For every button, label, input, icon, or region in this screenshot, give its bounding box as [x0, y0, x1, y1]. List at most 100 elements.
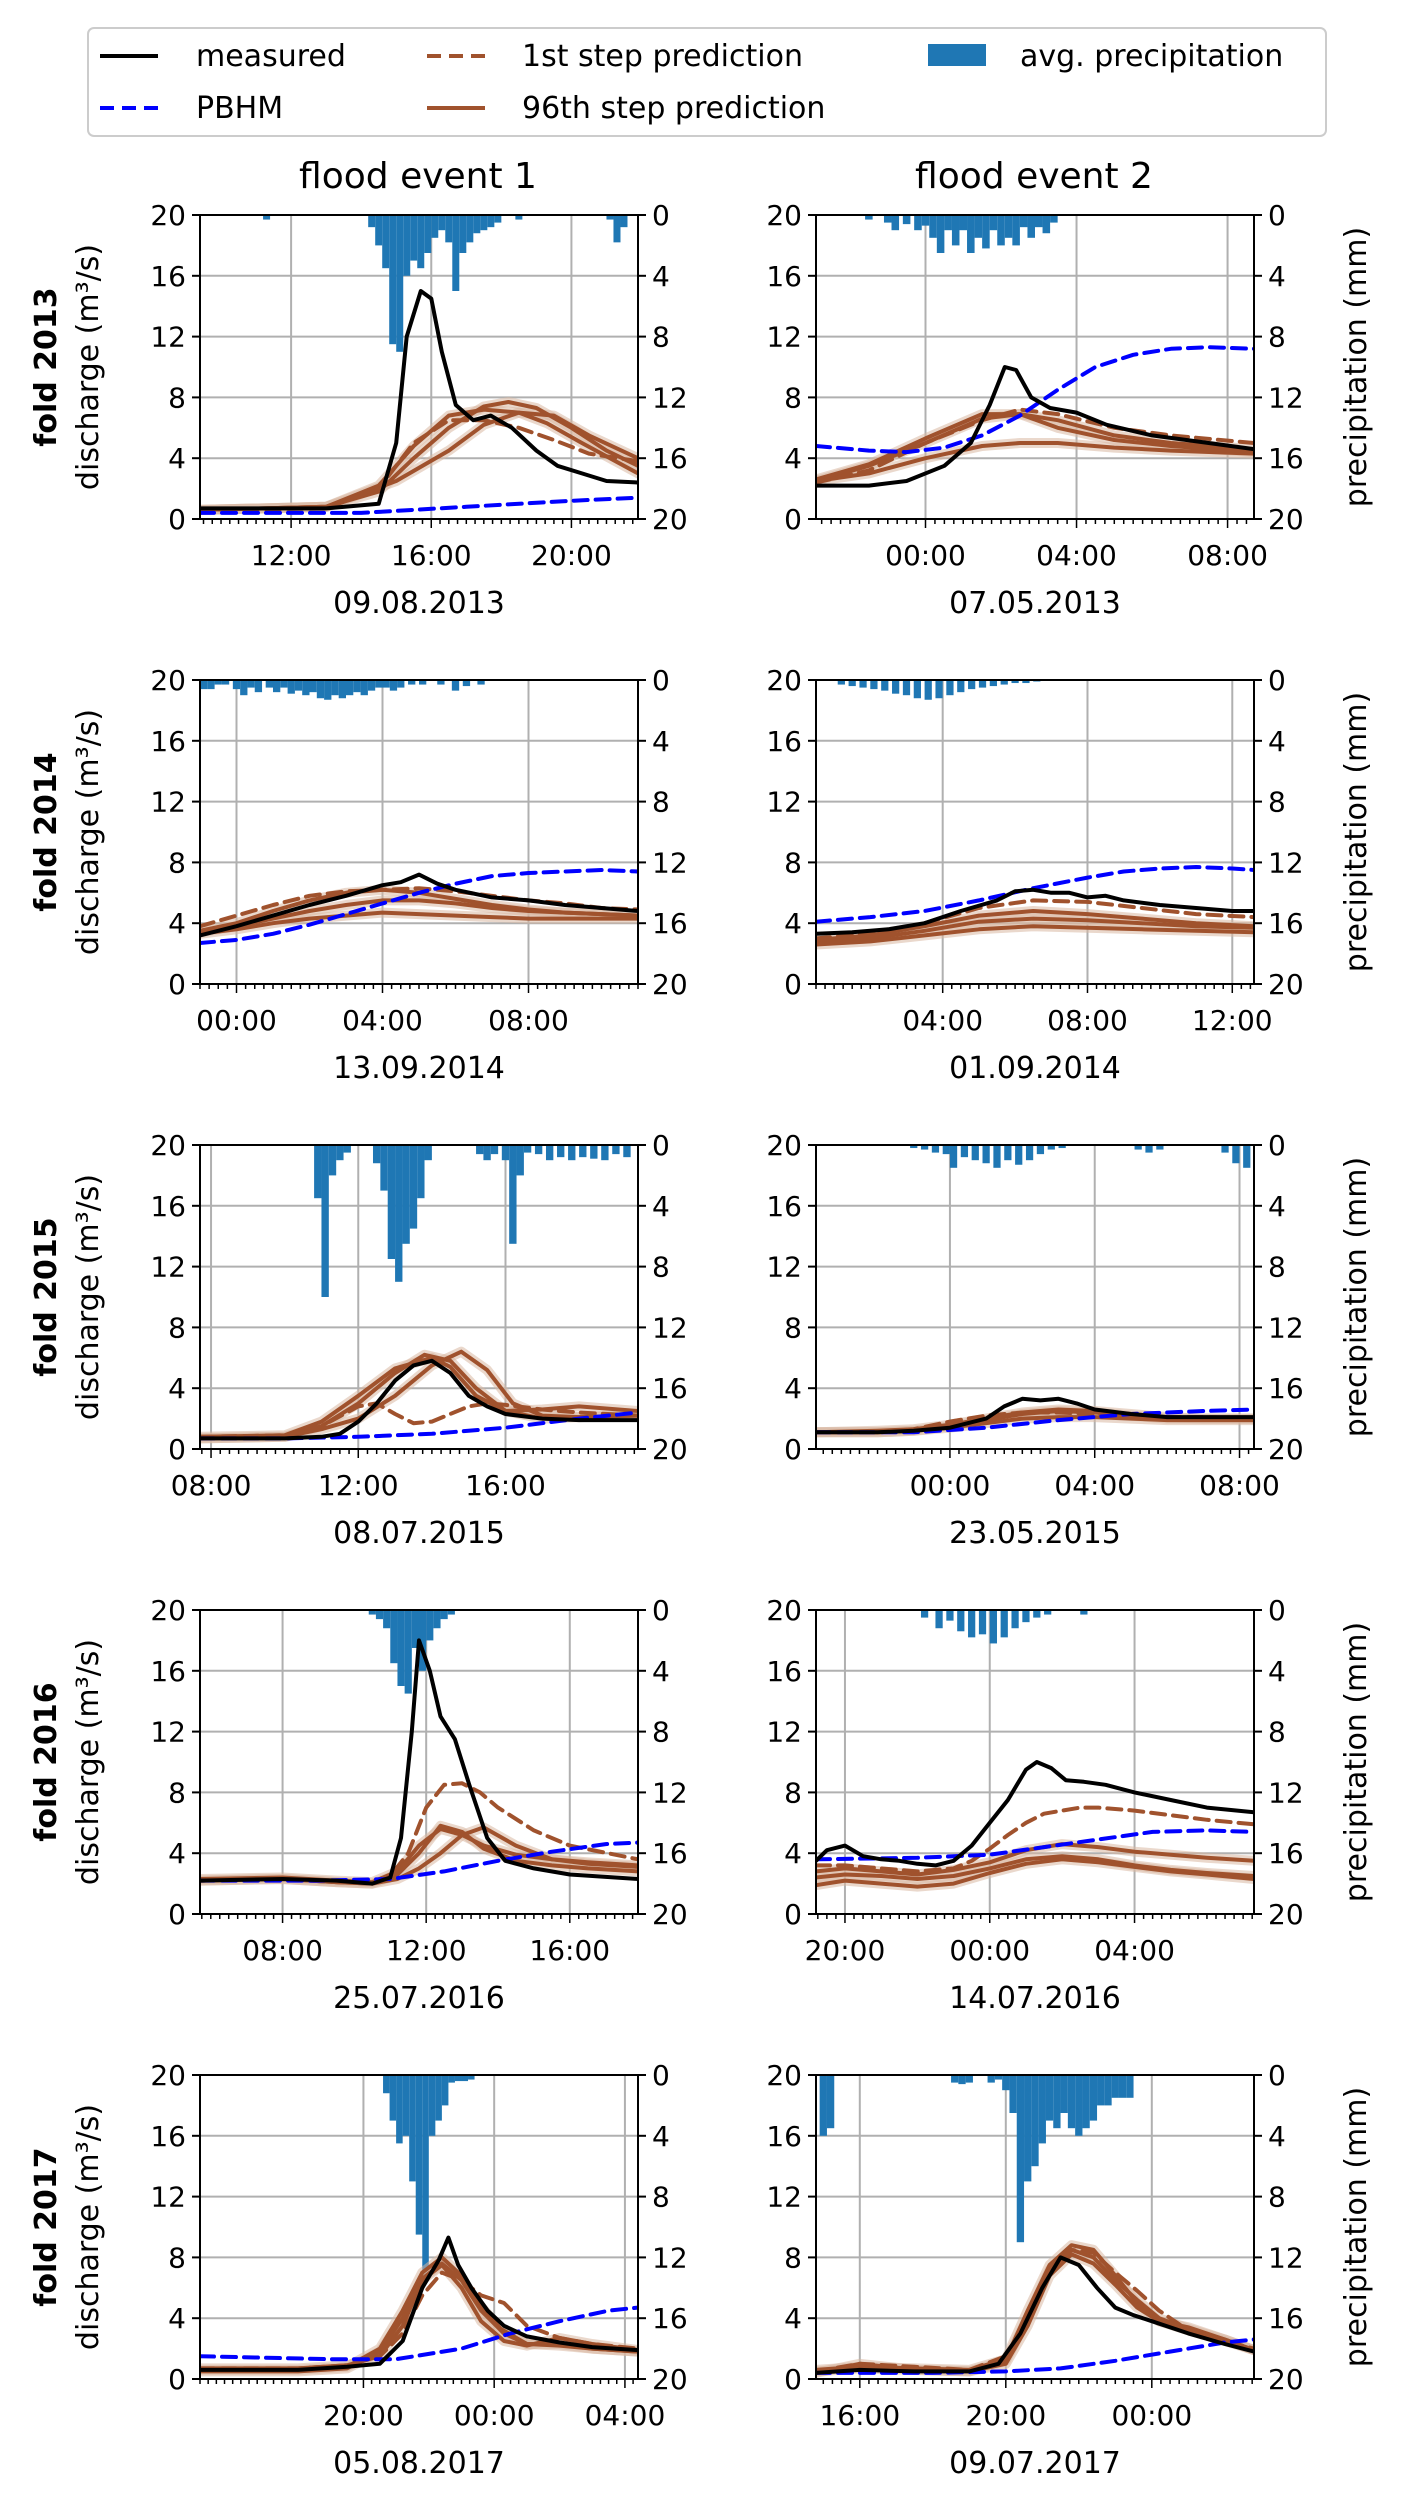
precip-bar [949, 1145, 958, 1168]
precip-bar [1134, 1145, 1142, 1150]
panel-r3-c2: 0 4 8 12 16 20 20 16 12 8 4 0 00:00 04:00 08:00 23.05.2… [766, 1129, 1303, 1551]
y-tick-label: 16 [766, 2120, 802, 2153]
precip-bar [466, 215, 474, 243]
y2-tick-label: 20 [1268, 503, 1304, 536]
y-tick-label: 20 [150, 2059, 186, 2092]
precip-bar [891, 215, 900, 231]
precip-bar [396, 2075, 403, 2144]
y2-tick-label: 20 [652, 503, 688, 536]
precip-bar [207, 680, 215, 690]
prediction-96th-step-line [816, 909, 1254, 942]
y-tick-label: 8 [784, 846, 802, 879]
y2-tick-label: 4 [1268, 725, 1286, 758]
panel-r2-c2: 0 4 8 12 16 20 20 16 12 8 4 0 04:00 08:00 12:00 01.09.2… [766, 664, 1303, 1086]
precip-bar [1022, 1610, 1030, 1623]
precip-bar [1031, 2075, 1039, 2167]
precipitation-axis-label: precipitation (mm) [1339, 692, 1374, 972]
precip-bar [360, 680, 368, 696]
precip-bar [346, 680, 354, 696]
precip-bar [935, 1610, 943, 1629]
precip-bar [1033, 1610, 1041, 1618]
y-tick-label: 8 [168, 1311, 186, 1344]
legend-frame [87, 27, 1327, 137]
y-tick-label: 16 [766, 1655, 802, 1688]
precip-bar [314, 1145, 322, 1199]
axes-frame [199, 679, 639, 985]
precip-bar [974, 215, 983, 238]
x-tick-label: 08:00 [242, 1934, 323, 1967]
precip-bar [389, 215, 397, 345]
precip-bar [395, 1145, 403, 1282]
precip-bar [232, 680, 241, 690]
panel-r4-c1: 0 4 8 12 16 20 20 16 12 8 4 0 08:00 12:00 16:00 25.07.2… [150, 1594, 687, 2016]
y2-tick-label: 12 [652, 1311, 688, 1344]
precip-bar [454, 2075, 462, 2082]
y2-tick-label: 16 [1268, 1837, 1304, 1870]
precip-bar [1058, 1145, 1066, 1149]
panel-r5-c1: 0 4 8 12 16 20 20 16 12 8 4 0 20:00 00:00 04:00 05.08.2… [150, 2059, 687, 2481]
x-tick-label: 00:00 [454, 2399, 535, 2432]
precip-bar [287, 680, 295, 694]
measured-line [200, 1358, 638, 1441]
y2-tick-label: 20 [1268, 1898, 1304, 1931]
precip-bar [579, 1145, 587, 1158]
precip-bar [409, 1145, 418, 1229]
y-tick-label: 12 [150, 786, 186, 819]
row-label-4: fold 2016 discharge (m³/s) precipitation… [29, 1622, 1374, 1902]
precip-bar [968, 1610, 976, 1638]
precip-bar [448, 2075, 455, 2083]
y2-tick-label: 8 [1268, 2181, 1286, 2214]
y-tick-label: 0 [168, 1898, 186, 1931]
x-tick-label: 00:00 [885, 539, 966, 572]
precip-bar [951, 2075, 959, 2083]
precip-bar [1011, 1610, 1019, 1629]
y2-tick-label: 4 [652, 1190, 670, 1223]
precipitation-axis-label: precipitation (mm) [1339, 1622, 1374, 1902]
precip-bar [946, 680, 954, 696]
y2-tick-label: 16 [1268, 2302, 1304, 2335]
x-tick-label: 08:00 [1047, 1004, 1128, 1037]
precip-bar [280, 680, 288, 688]
y-tick-label: 4 [168, 907, 186, 940]
measured-line [816, 1760, 1254, 1868]
legend-label-1st-step: 1st step prediction [522, 39, 803, 74]
legend-label-measured: measured [196, 39, 346, 74]
discharge-axis-label: discharge (m³/s) [71, 244, 106, 490]
row-label-3: fold 2015 discharge (m³/s) precipitation… [29, 1157, 1374, 1437]
precip-bar [240, 680, 248, 696]
precip-bar [417, 1145, 425, 1199]
row-label-5: fold 2017 discharge (m³/s) precipitation… [29, 2087, 1374, 2367]
precip-bar [1060, 2075, 1068, 2113]
precip-bar [410, 215, 418, 261]
y-tick-label: 8 [784, 1311, 802, 1344]
y-tick-label: 8 [168, 381, 186, 414]
y-tick-label: 4 [168, 2302, 186, 2335]
precip-bar [1025, 1145, 1034, 1161]
precip-bar [221, 680, 230, 685]
precip-bar [247, 680, 255, 688]
column-title-2: flood event 2 [915, 156, 1153, 197]
y-tick-label: 4 [784, 1837, 802, 1870]
precip-bar [957, 1610, 965, 1632]
precip-bar [431, 215, 439, 238]
plot-area [816, 1610, 1254, 1892]
precip-bar [367, 680, 376, 691]
prediction-1st-step-line [200, 886, 638, 929]
axes-frame [815, 2074, 1255, 2380]
precip-bar [1016, 2075, 1025, 2243]
precip-bar [1045, 2075, 1054, 2121]
pbhm-line [200, 495, 638, 515]
y-tick-label: 20 [150, 1129, 186, 1162]
precip-bar [438, 215, 446, 231]
y-tick-label: 4 [784, 1372, 802, 1405]
y-tick-label: 4 [168, 1372, 186, 1405]
precip-bar [993, 1145, 1001, 1168]
precip-bar [476, 1145, 484, 1155]
discharge-axis-label: discharge (m³/s) [71, 1639, 106, 1885]
y2-tick-label: 8 [652, 2181, 670, 2214]
y2-tick-label: 4 [652, 725, 670, 758]
precip-bar [397, 1610, 405, 1686]
fold-label: fold 2016 [29, 1682, 64, 1841]
